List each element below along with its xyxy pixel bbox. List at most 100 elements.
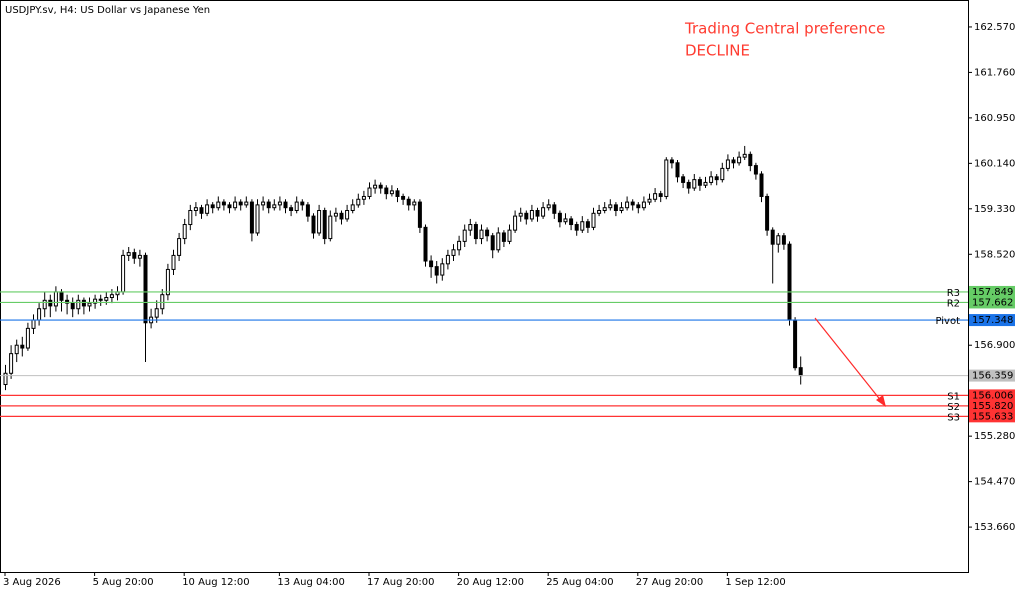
candle-body bbox=[395, 190, 400, 197]
candle-body bbox=[109, 294, 114, 299]
level-tag-label: 157.348 bbox=[972, 315, 1013, 326]
y-tick-label: 160.140 bbox=[974, 158, 1015, 169]
candle-body bbox=[339, 212, 344, 220]
candle-body bbox=[496, 232, 501, 251]
candle-body bbox=[193, 207, 198, 212]
candle-body bbox=[653, 193, 658, 200]
candle-body bbox=[507, 229, 512, 242]
candle-body bbox=[501, 232, 506, 242]
candle-body bbox=[753, 165, 758, 175]
candle-body bbox=[227, 204, 232, 209]
candle-body bbox=[720, 167, 725, 181]
candle-body bbox=[759, 173, 764, 197]
level-tag-label: 157.662 bbox=[972, 297, 1013, 308]
y-tick-label: 162.570 bbox=[974, 22, 1015, 33]
candle-body bbox=[473, 224, 478, 240]
candle-body bbox=[535, 210, 540, 217]
candle-body bbox=[322, 210, 327, 240]
candle-body bbox=[597, 210, 602, 214]
level-name: S3 bbox=[947, 412, 960, 423]
candle-body bbox=[177, 238, 182, 256]
candle-body bbox=[255, 204, 260, 234]
level-tag-label: 155.633 bbox=[972, 411, 1013, 422]
candle-body bbox=[770, 229, 775, 245]
candle-body bbox=[429, 260, 434, 268]
candle-body bbox=[675, 162, 680, 178]
candle-body bbox=[440, 263, 445, 276]
level-tag bbox=[969, 296, 1015, 309]
candle-body bbox=[647, 198, 652, 203]
candle-body bbox=[210, 204, 215, 209]
candle-body bbox=[283, 201, 288, 209]
candle-body bbox=[714, 176, 719, 181]
candle-body bbox=[686, 181, 691, 189]
candle-body bbox=[9, 353, 14, 374]
candle-body bbox=[681, 176, 686, 183]
candle-body bbox=[585, 221, 590, 228]
candle-body bbox=[406, 198, 411, 206]
candle-body bbox=[199, 207, 204, 214]
candle-body bbox=[261, 201, 266, 206]
candle-body bbox=[53, 291, 58, 307]
candle-body bbox=[518, 212, 523, 217]
candle-body bbox=[205, 204, 210, 214]
candle-body bbox=[373, 184, 378, 189]
candle-body bbox=[737, 156, 742, 164]
candle-body bbox=[613, 204, 618, 212]
candle-body bbox=[59, 291, 64, 301]
candle-body bbox=[748, 153, 753, 167]
level-name: R3 bbox=[947, 288, 960, 299]
y-tick-label: 160.950 bbox=[974, 113, 1015, 124]
candle-body bbox=[14, 344, 19, 355]
candle-body bbox=[451, 249, 456, 256]
candle-body bbox=[3, 372, 8, 386]
candle-body bbox=[445, 254, 450, 265]
candle-body bbox=[233, 201, 238, 209]
candle-body bbox=[277, 201, 282, 206]
level-name: Pivot bbox=[935, 316, 960, 327]
candle-body bbox=[552, 204, 557, 214]
candle-body bbox=[171, 254, 176, 270]
arrow-head bbox=[876, 395, 886, 407]
x-tick-label: 3 Aug 2026 bbox=[3, 577, 61, 588]
candle-body bbox=[574, 224, 579, 231]
level-tag bbox=[969, 389, 1015, 402]
candle-body bbox=[787, 243, 792, 321]
candle-body bbox=[216, 201, 221, 209]
plot-frame bbox=[0, 0, 969, 573]
price-tag bbox=[969, 369, 1015, 382]
x-tick-label: 25 Aug 04:00 bbox=[546, 577, 613, 588]
candle-body bbox=[48, 299, 53, 307]
candle-body bbox=[154, 308, 159, 318]
candle-body bbox=[457, 240, 462, 251]
level-tag bbox=[969, 410, 1015, 423]
candle-body bbox=[524, 212, 529, 220]
candle-body bbox=[143, 254, 148, 324]
candle-body bbox=[25, 327, 30, 349]
candle-body bbox=[121, 254, 126, 293]
candle-body bbox=[126, 252, 131, 256]
candle-body bbox=[333, 212, 338, 217]
candle-body bbox=[793, 319, 798, 369]
x-tick-label: 5 Aug 20:00 bbox=[93, 577, 154, 588]
level-tag bbox=[969, 314, 1015, 327]
level-tag bbox=[969, 285, 1015, 298]
candle-body bbox=[462, 229, 467, 242]
candle-body bbox=[709, 176, 714, 183]
level-tag-label: 157.849 bbox=[972, 287, 1013, 298]
candle-body bbox=[697, 179, 702, 186]
candle-body bbox=[300, 201, 305, 206]
candle-body bbox=[70, 302, 75, 310]
y-tick-label: 158.520 bbox=[974, 249, 1015, 260]
candle-body bbox=[98, 298, 103, 301]
candle-body bbox=[490, 235, 495, 251]
candle-body bbox=[625, 201, 630, 209]
candle-body bbox=[20, 344, 25, 349]
candle-body bbox=[630, 201, 635, 206]
candle-body bbox=[317, 210, 322, 234]
candle-body bbox=[37, 308, 42, 321]
candle-body bbox=[412, 201, 417, 206]
candle-body bbox=[266, 201, 271, 209]
candle-body bbox=[384, 187, 389, 195]
